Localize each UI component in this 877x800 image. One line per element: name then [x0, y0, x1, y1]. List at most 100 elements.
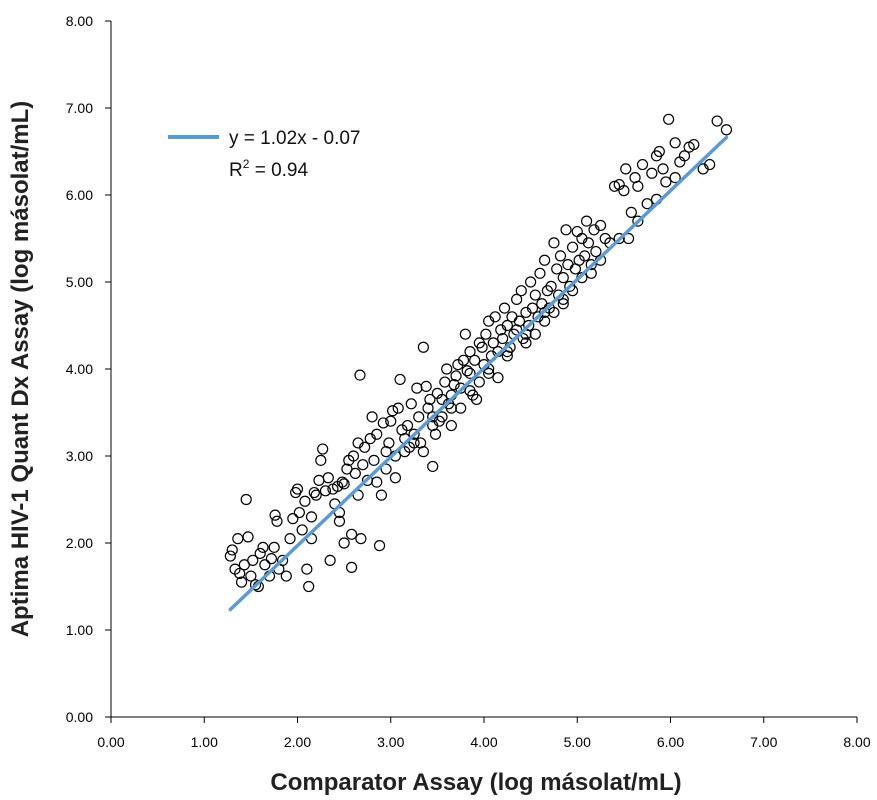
data-point	[573, 254, 585, 266]
data-point	[347, 450, 360, 462]
data-point	[424, 393, 436, 406]
x-tick-label: 0.00	[97, 734, 124, 750]
legend: y = 1.02x - 0.07 R2 = 0.94	[168, 128, 361, 181]
data-point	[436, 411, 448, 423]
data-point	[394, 373, 406, 386]
data-point	[620, 163, 632, 175]
data-point	[473, 376, 485, 388]
x-tick-label: 2.00	[284, 734, 311, 750]
data-point	[526, 302, 539, 314]
data-point	[249, 579, 262, 591]
data-point	[259, 559, 271, 571]
data-point	[557, 272, 569, 284]
data-point	[548, 237, 560, 249]
data-point	[235, 576, 248, 588]
data-point	[660, 176, 672, 188]
data-point	[636, 158, 649, 171]
data-point	[336, 476, 348, 488]
data-point	[579, 250, 591, 262]
data-point	[383, 437, 395, 449]
data-point	[268, 541, 280, 553]
r2-value: = 0.94	[249, 160, 308, 181]
data-point	[265, 553, 277, 565]
data-point	[232, 533, 244, 545]
data-point	[501, 319, 513, 332]
data-point	[291, 483, 304, 495]
data-point	[387, 405, 399, 417]
data-point	[373, 540, 386, 552]
data-point	[445, 402, 457, 414]
data-point	[242, 531, 254, 543]
data-point	[483, 367, 495, 379]
data-point	[317, 443, 329, 455]
data-point	[411, 382, 423, 394]
data-point	[254, 547, 266, 560]
data-point	[313, 474, 325, 486]
trendline	[228, 135, 729, 612]
data-point	[226, 544, 238, 556]
data-point	[646, 167, 658, 179]
data-point	[562, 259, 574, 271]
data-point	[711, 115, 723, 127]
y-tick-label: 8.00	[66, 13, 93, 29]
data-point	[459, 328, 471, 340]
data-point	[377, 417, 389, 429]
y-tick-label: 6.00	[66, 187, 93, 203]
data-point	[480, 328, 492, 340]
y-tick-labels: 0.00 1.00 2.00 3.00 4.00 5.00 6.00 7.00 8.00	[66, 13, 93, 725]
data-point	[476, 341, 488, 353]
data-point	[441, 363, 453, 375]
data-point	[420, 380, 432, 392]
data-point	[464, 346, 476, 358]
data-point	[284, 533, 296, 545]
data-point	[464, 385, 476, 397]
data-point	[303, 580, 315, 593]
data-point	[497, 332, 509, 345]
data-point	[371, 476, 383, 488]
data-point	[557, 298, 569, 310]
data-point	[359, 441, 371, 453]
data-point	[492, 372, 504, 384]
x-tick-label: 8.00	[843, 734, 870, 750]
y-tick-label: 4.00	[66, 361, 93, 377]
data-point	[641, 198, 653, 210]
data-point	[582, 237, 595, 249]
data-point	[554, 250, 567, 262]
data-point	[427, 460, 439, 473]
data-point	[296, 524, 308, 536]
data-point	[427, 411, 439, 423]
data-point	[299, 495, 311, 507]
data-point	[357, 459, 369, 471]
data-point	[234, 567, 246, 580]
data-point	[534, 267, 546, 279]
x-tick-label: 5.00	[564, 734, 591, 750]
data-point	[445, 419, 457, 432]
x-tick-label: 4.00	[470, 734, 497, 750]
data-point	[653, 145, 665, 158]
data-point	[457, 354, 470, 366]
data-point	[669, 172, 681, 184]
data-point	[452, 359, 464, 371]
data-point	[548, 306, 560, 319]
data-point	[520, 337, 532, 349]
data-point	[498, 302, 511, 314]
y-tick-label: 0.00	[66, 709, 93, 725]
data-point	[269, 509, 281, 521]
data-point	[704, 158, 716, 171]
data-point	[271, 515, 283, 527]
data-point	[608, 180, 621, 192]
data-point	[545, 280, 557, 292]
data-point	[551, 263, 563, 275]
data-point	[464, 367, 476, 379]
data-point	[345, 561, 358, 573]
x-tick-label: 6.00	[657, 734, 684, 750]
data-point	[371, 428, 383, 440]
data-point	[287, 513, 299, 525]
data-point	[663, 113, 675, 125]
data-point	[392, 402, 404, 414]
data-point	[455, 402, 467, 414]
data-point	[669, 137, 681, 149]
data-point	[448, 379, 460, 391]
y-axis-title: Aptima HIV-1 Quant Dx Assay (log másolat…	[7, 101, 34, 638]
